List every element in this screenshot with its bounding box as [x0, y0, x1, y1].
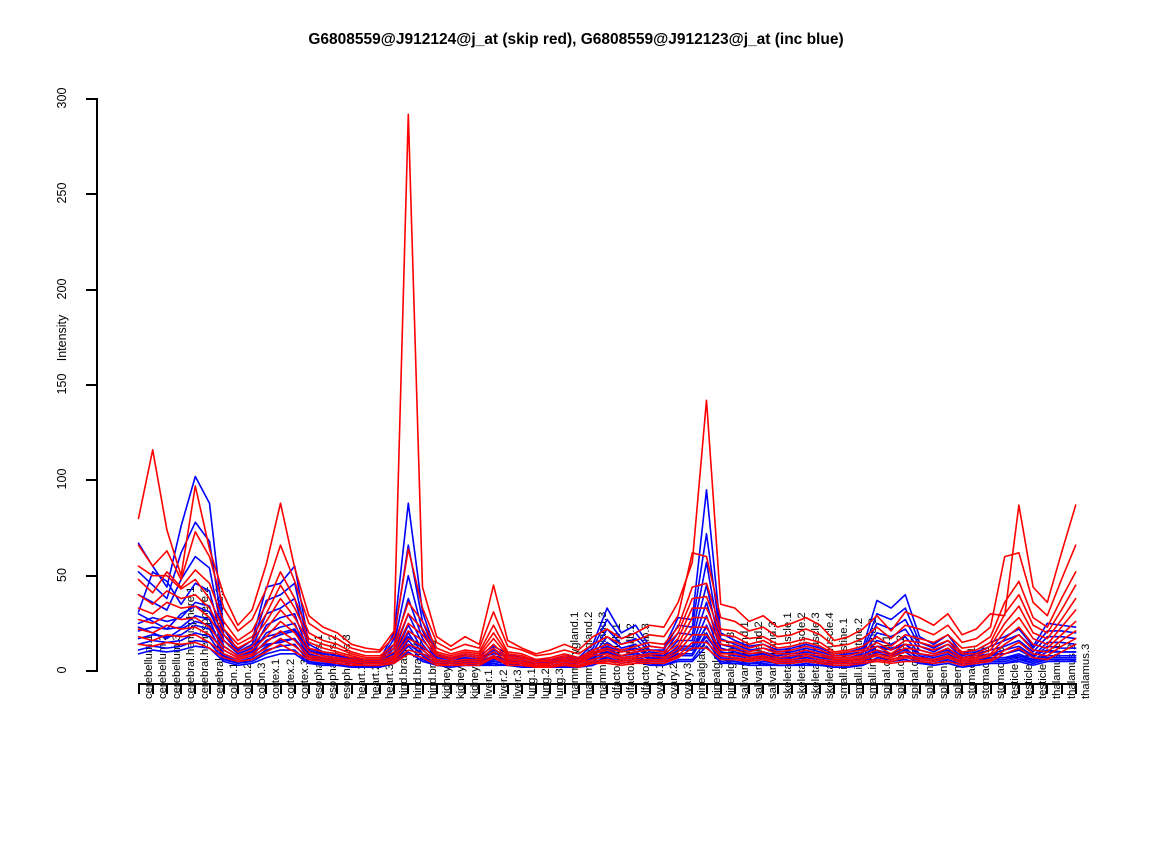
x-tick-mark: [520, 683, 523, 694]
series-line-skip_5: [137, 590, 1077, 663]
x-tick-mark: [989, 683, 992, 694]
x-tick-mark: [265, 683, 268, 694]
series-line-skip_9: [137, 633, 1077, 668]
x-tick-mark: [1046, 683, 1049, 694]
x-tick-mark: [677, 683, 680, 694]
x-tick-mark: [435, 683, 438, 694]
x-tick-mark: [563, 683, 566, 694]
x-tick-mark: [819, 683, 822, 694]
x-tick-mark: [549, 683, 552, 694]
x-tick-mark: [606, 683, 609, 694]
x-tick-mark: [634, 683, 637, 694]
x-tick-mark: [918, 683, 921, 694]
x-tick-mark: [222, 683, 225, 694]
series-line-skip_4: [137, 565, 1077, 663]
x-tick-mark: [890, 683, 893, 694]
x-tick-mark: [378, 683, 381, 694]
x-tick-mark: [464, 683, 467, 694]
x-tick-mark: [194, 683, 197, 694]
x-tick-mark: [591, 683, 594, 694]
x-tick-mark: [307, 683, 310, 694]
x-tick-mark: [748, 683, 751, 694]
x-tick-mark: [1032, 683, 1035, 694]
series-line-skip_2: [137, 531, 1077, 657]
x-tick-mark: [662, 683, 665, 694]
x-tick-mark: [393, 683, 396, 694]
x-tick-mark: [180, 683, 183, 694]
series-line-skip_7: [137, 614, 1077, 667]
x-tick-mark: [833, 683, 836, 694]
x-tick-mark: [1017, 683, 1020, 694]
x-tick-mark: [861, 683, 864, 694]
x-tick-mark: [251, 683, 254, 694]
x-tick-mark: [648, 683, 651, 694]
x-tick-mark: [364, 683, 367, 694]
x-tick-mark: [776, 683, 779, 694]
x-tick-mark: [478, 683, 481, 694]
x-tick-mark: [279, 683, 282, 694]
y-tick-mark: [86, 479, 97, 482]
x-tick-mark: [165, 683, 168, 694]
x-tick-mark: [762, 683, 765, 694]
x-tick-mark: [804, 683, 807, 694]
x-tick-mark: [1060, 683, 1063, 694]
x-tick-mark: [151, 683, 154, 694]
x-tick-mark: [620, 683, 623, 694]
x-tick-mark: [904, 683, 907, 694]
x-tick-mark: [719, 683, 722, 694]
x-tick-mark: [293, 683, 296, 694]
x-tick-mark: [691, 683, 694, 694]
x-tick-mark: [705, 683, 708, 694]
x-tick-mark: [1074, 683, 1077, 694]
x-tick-mark: [932, 683, 935, 694]
x-tick-mark: [975, 683, 978, 694]
x-tick-mark: [875, 683, 878, 694]
y-tick-mark: [86, 98, 97, 100]
x-tick-mark: [236, 683, 239, 694]
y-tick-mark: [86, 574, 97, 577]
x-tick-mark: [407, 683, 410, 694]
x-tick-mark: [336, 683, 339, 694]
y-tick-mark: [86, 670, 97, 672]
x-tick-mark: [847, 683, 850, 694]
x-tick-mark: [449, 683, 452, 694]
x-tick-mark: [1003, 683, 1006, 694]
y-axis-line: [96, 98, 98, 672]
y-tick-mark: [86, 288, 97, 291]
x-tick-mark: [535, 683, 538, 694]
chart-title: G6808559@J912124@j_at (skip red), G68085…: [308, 31, 844, 48]
series-line-skip_3: [137, 569, 1077, 661]
x-tick-mark: [137, 683, 140, 694]
series-line-skip_1: [137, 113, 1077, 655]
x-tick-mark: [322, 683, 325, 694]
series-line-skip_6: [137, 601, 1077, 665]
x-tick-mark: [208, 683, 211, 694]
x-tick-mark: [577, 683, 580, 694]
x-tick-mark: [492, 683, 495, 694]
x-tick-mark: [506, 683, 509, 694]
y-tick-mark: [86, 384, 97, 386]
x-tick-mark: [421, 683, 424, 694]
x-tick-mark: [790, 683, 793, 694]
y-tick-mark: [86, 193, 97, 196]
series-line-skip_8: [137, 624, 1077, 667]
series-line-skip_10: [137, 641, 1077, 668]
x-tick-mark: [946, 683, 949, 694]
x-tick-mark: [350, 683, 353, 694]
x-tick-mark: [961, 683, 964, 694]
x-tick-mark: [733, 683, 736, 694]
